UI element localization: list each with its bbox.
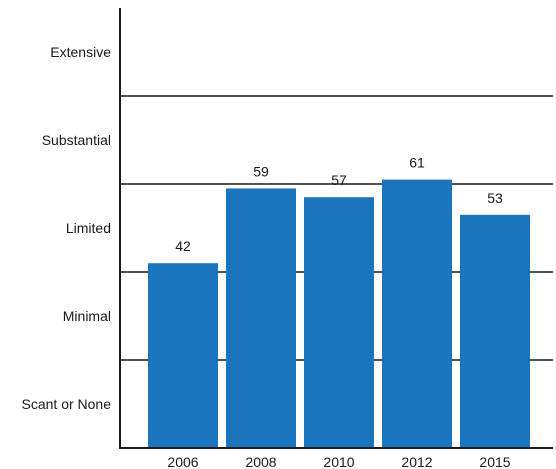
x-tick-label: 2006 (167, 454, 198, 469)
band-label: Substantial (42, 132, 111, 148)
bar-2008 (226, 188, 296, 448)
bar-2006 (148, 263, 218, 448)
band-label: Minimal (63, 308, 111, 324)
value-label: 57 (331, 172, 347, 188)
x-tick-labels: 2006 2008 2010 2012 2015 (167, 454, 510, 469)
value-labels: 42 59 57 61 53 (175, 155, 503, 255)
x-tick-label: 2008 (245, 454, 276, 469)
band-label: Scant or None (22, 396, 112, 412)
x-tick-label: 2010 (323, 454, 354, 469)
x-tick-label: 2012 (401, 454, 432, 469)
band-label: Limited (66, 220, 111, 236)
bars (148, 179, 530, 448)
band-label: Extensive (50, 44, 111, 60)
bar-2010 (304, 197, 374, 448)
value-label: 59 (253, 163, 269, 179)
bar-2012 (382, 179, 452, 448)
value-label: 42 (175, 238, 191, 254)
bar-2015 (460, 214, 530, 448)
value-label: 53 (487, 190, 503, 206)
band-labels: Scant or None Minimal Limited Substantial Ex… (22, 44, 112, 412)
value-label: 61 (409, 155, 425, 171)
x-tick-label: 2015 (479, 454, 510, 469)
